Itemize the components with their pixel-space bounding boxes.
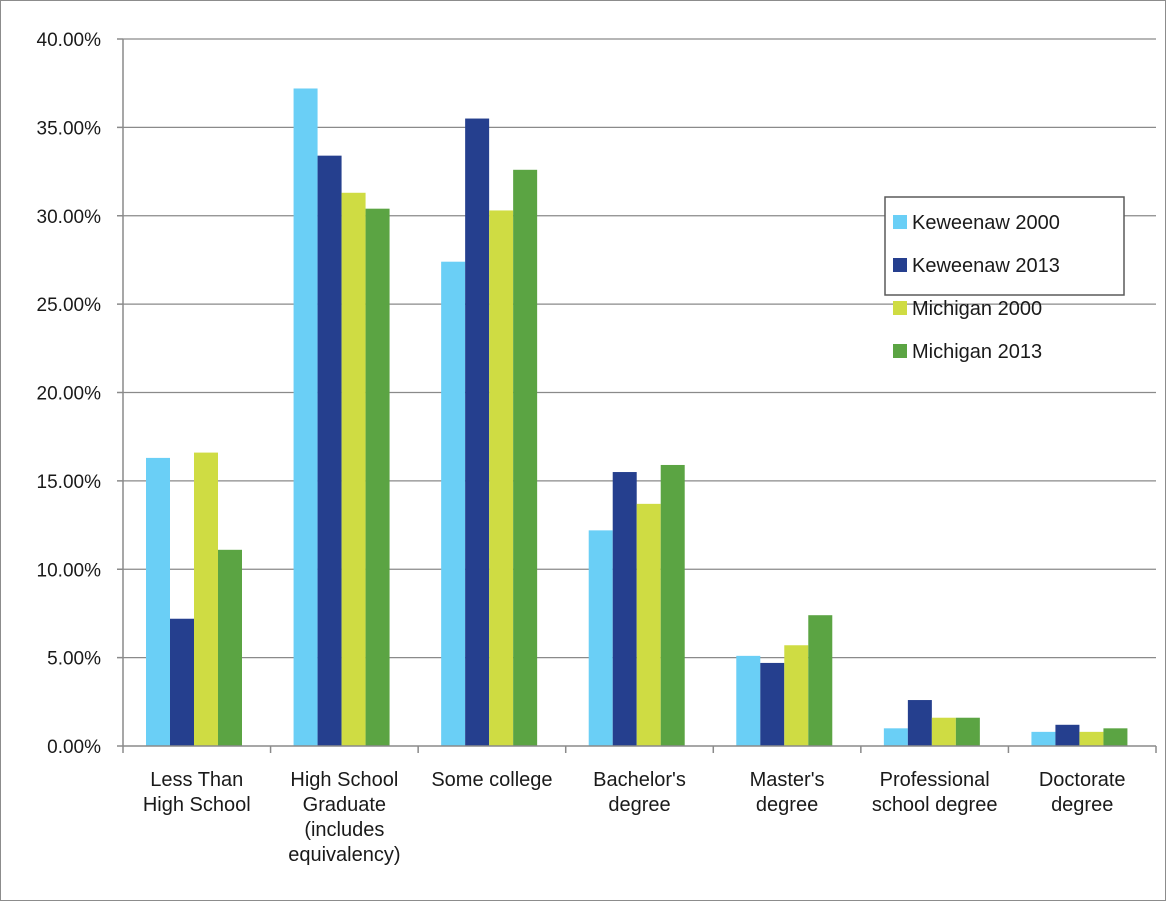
bar-keweenaw-2013 [612,472,637,746]
bar-michigan-2000 [341,192,366,746]
bar-keweenaw-2013 [317,155,342,746]
x-category-label: Bachelor's degree [593,769,686,816]
x-category-label: Some college [431,769,552,791]
bar-keweenaw-2000 [146,457,170,746]
legend-label: Keweenaw 2013 [912,255,1060,277]
axes [117,38,1157,753]
bars [146,88,1128,747]
y-tick-label: 40.00% [37,30,102,51]
bar-michigan-2013 [365,208,390,746]
y-tick-label: 20.00% [37,384,102,405]
bar-keweenaw-2000 [736,655,761,746]
bar-michigan-2000 [194,452,218,746]
bar-keweenaw-2000 [441,261,466,746]
bar-michigan-2000 [784,645,809,746]
legend: Keweenaw 2000 Keweenaw 2013 Michigan 2000 M… [884,196,1125,363]
bar-michigan-2000 [636,503,661,746]
bar-michigan-2000 [489,210,514,746]
bar-keweenaw-2000 [293,88,318,747]
y-tick-label: 35.00% [37,118,102,139]
legend-label: Michigan 2000 [912,298,1042,320]
bar-michigan-2013 [513,169,538,747]
bar-keweenaw-2000 [588,530,613,746]
y-tick-labels: 0.00% 5.00% 10.00% 15.00% 20.00% 25.00% 30.00%… [37,30,102,758]
x-category-label: Professional school degree [872,769,998,816]
x-category-label: Less Than High School [143,769,251,816]
x-category-labels: Less Than High School High School Graduate(… [143,769,1126,866]
y-tick-label: 15.00% [37,472,102,493]
legend-swatch [893,215,907,229]
legend-label: Keweenaw 2000 [912,212,1060,234]
bar-michigan-2013 [218,549,242,746]
bar-michigan-2013 [955,717,980,746]
y-tick-label: 25.00% [37,295,102,316]
bar-keweenaw-2013 [170,618,194,746]
y-tick-label: 30.00% [37,207,102,228]
legend-box [884,196,1125,296]
bar-keweenaw-2013 [1055,724,1080,746]
bar-michigan-2013 [660,464,685,746]
y-tick-label: 0.00% [47,737,101,758]
bar-michigan-2013 [1103,728,1128,746]
bar-michigan-2000 [1079,731,1104,746]
bar-keweenaw-2013 [907,700,932,746]
legend-swatch [893,301,907,315]
bar-michigan-2013 [808,615,833,746]
legend-swatch [893,344,907,358]
bar-keweenaw-2013 [760,662,785,746]
legend-label: Michigan 2013 [912,341,1042,363]
bar-keweenaw-2000 [1031,731,1056,746]
x-category-label: Master's degree [750,769,825,816]
bar-keweenaw-2000 [883,728,908,746]
bar-keweenaw-2013 [465,118,490,747]
legend-swatch [893,258,907,272]
x-category-label: Doctorate degree [1039,769,1126,816]
y-tick-label: 10.00% [37,560,102,581]
y-tick-label: 5.00% [47,649,101,670]
bar-michigan-2000 [931,717,956,746]
x-category-label: High School Graduate (includes equivalency) [288,769,400,866]
